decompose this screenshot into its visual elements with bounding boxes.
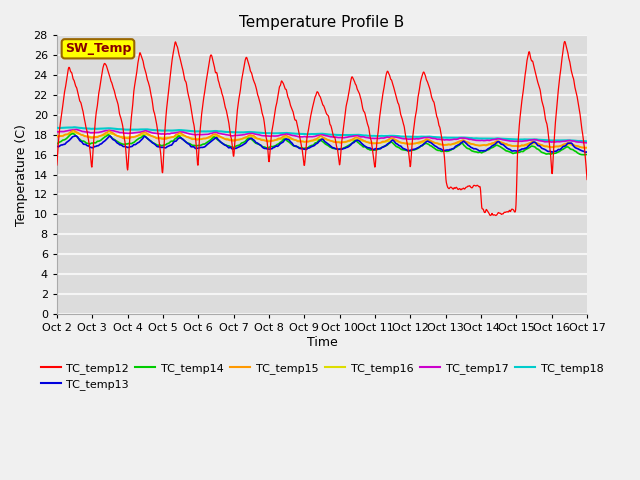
Line: TC_temp16: TC_temp16 [57, 132, 587, 148]
TC_temp12 [53, 162, 61, 168]
TC_temp18 [230, 130, 238, 135]
TC_temp15 [172, 132, 179, 138]
TC_temp17 [230, 132, 238, 138]
TC_temp12 [158, 166, 166, 171]
TC_temp12 [583, 177, 591, 182]
TC_temp14 [53, 141, 61, 147]
Line: TC_temp15: TC_temp15 [57, 131, 587, 148]
Line: TC_temp17: TC_temp17 [57, 130, 587, 143]
TC_temp16 [583, 145, 591, 151]
TC_temp14 [69, 131, 77, 136]
TC_temp18 [70, 124, 78, 130]
TC_temp14 [520, 147, 528, 153]
TC_temp13 [53, 144, 61, 149]
TC_temp16 [404, 141, 412, 146]
TC_temp17 [158, 131, 166, 137]
TC_temp16 [230, 137, 238, 143]
TC_temp15 [474, 143, 481, 148]
TC_temp13 [230, 145, 238, 151]
TC_temp13 [172, 138, 179, 144]
TC_temp15 [53, 134, 61, 140]
TC_temp13 [404, 148, 412, 154]
TC_temp13 [520, 145, 528, 151]
TC_temp16 [71, 129, 79, 135]
TC_temp18 [520, 136, 528, 142]
TC_temp18 [474, 136, 481, 142]
TC_temp12 [492, 213, 500, 218]
TC_temp13 [583, 149, 591, 155]
Line: TC_temp18: TC_temp18 [57, 127, 587, 142]
TC_temp12 [404, 145, 412, 151]
TC_temp14 [230, 144, 238, 150]
TC_temp13 [474, 147, 481, 153]
TC_temp15 [158, 136, 166, 142]
TC_temp15 [404, 141, 412, 147]
TC_temp13 [158, 144, 166, 150]
TC_temp12 [561, 39, 568, 45]
TC_temp14 [583, 152, 591, 157]
TC_temp12 [230, 150, 238, 156]
TC_temp12 [520, 77, 528, 83]
TC_temp15 [70, 128, 77, 133]
TC_temp13 [72, 133, 79, 139]
TC_temp16 [53, 133, 61, 139]
TC_temp15 [583, 145, 591, 151]
TC_temp15 [581, 145, 589, 151]
TC_temp17 [520, 138, 528, 144]
TC_temp18 [583, 139, 591, 144]
TC_temp15 [520, 142, 528, 148]
TC_temp14 [158, 143, 166, 148]
TC_temp18 [404, 134, 412, 140]
TC_temp14 [404, 148, 412, 154]
TC_temp16 [172, 133, 179, 139]
TC_temp15 [230, 138, 238, 144]
TC_temp17 [53, 129, 61, 135]
Line: TC_temp12: TC_temp12 [57, 42, 587, 216]
Legend: TC_temp12, TC_temp13, TC_temp14, TC_temp15, TC_temp16, TC_temp17, TC_temp18: TC_temp12, TC_temp13, TC_temp14, TC_temp… [36, 359, 608, 395]
TC_temp18 [158, 128, 166, 133]
TC_temp17 [583, 140, 591, 146]
TC_temp18 [172, 128, 179, 133]
TC_temp17 [72, 127, 80, 132]
TC_temp12 [171, 41, 179, 47]
TC_temp17 [172, 130, 179, 136]
TC_temp14 [172, 136, 179, 142]
TC_temp12 [474, 182, 481, 188]
TC_temp17 [474, 137, 481, 143]
Title: Temperature Profile B: Temperature Profile B [239, 15, 404, 30]
TC_temp16 [520, 143, 528, 149]
Line: TC_temp14: TC_temp14 [57, 133, 587, 155]
TC_temp17 [404, 136, 412, 142]
Y-axis label: Temperature (C): Temperature (C) [15, 124, 28, 226]
Line: TC_temp13: TC_temp13 [57, 136, 587, 152]
TC_temp14 [580, 152, 588, 157]
TC_temp14 [474, 150, 481, 156]
Text: SW_Temp: SW_Temp [65, 42, 131, 55]
TC_temp13 [582, 149, 589, 155]
TC_temp16 [158, 135, 166, 141]
TC_temp18 [53, 125, 61, 131]
X-axis label: Time: Time [307, 336, 337, 348]
TC_temp16 [474, 142, 481, 148]
